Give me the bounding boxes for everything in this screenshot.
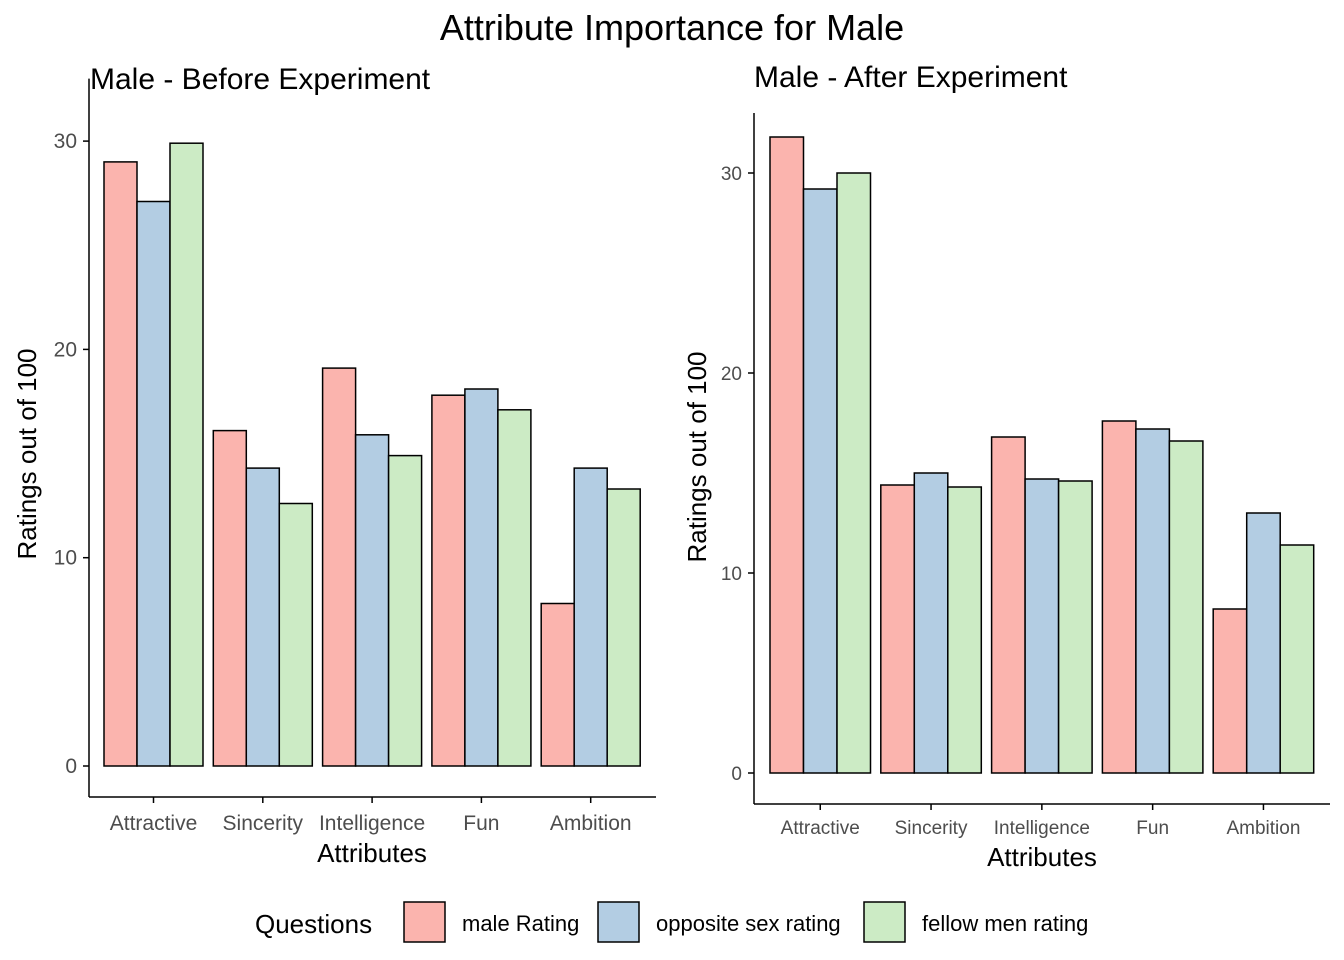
y-tick-label: 30 bbox=[54, 130, 77, 153]
y-tick-label: 30 bbox=[721, 164, 742, 185]
bar-fun-fellow-men-rating bbox=[1168, 440, 1204, 774]
x-tick-label: Fun bbox=[1136, 818, 1169, 839]
legend-key-male-rating bbox=[403, 901, 446, 943]
x-tick-label: Sincerity bbox=[895, 818, 968, 839]
y-axis-title-before: Ratings out of 100 bbox=[12, 348, 42, 559]
legend-label: opposite sex rating bbox=[656, 911, 841, 936]
bar-attractive-male-rating bbox=[103, 161, 138, 767]
x-axis-title-after: Attributes bbox=[987, 842, 1097, 872]
x-ticks-before: Attractive Sincerity Intelligence Fun Ambiti… bbox=[110, 797, 632, 835]
bar-sincerity-male-rating bbox=[880, 484, 916, 774]
bar-attractive-opposite-sex-rating bbox=[802, 188, 838, 774]
legend-title: Questions bbox=[255, 909, 372, 939]
bars-before bbox=[103, 142, 641, 767]
y-tick-label: 20 bbox=[721, 364, 742, 385]
bar-fun-opposite-sex-rating bbox=[1135, 428, 1171, 774]
bar-sincerity-opposite-sex-rating bbox=[913, 472, 949, 774]
bar-ambition-male-rating bbox=[540, 602, 575, 767]
bar-fun-male-rating bbox=[431, 394, 466, 767]
panel-before-experiment: Male - Before Experiment 0 10 20 30 Attract… bbox=[12, 63, 656, 868]
bar-ambition-opposite-sex-rating bbox=[1245, 512, 1281, 774]
bar-intelligence-male-rating bbox=[321, 367, 357, 767]
bar-ambition-fellow-men-rating bbox=[606, 488, 641, 767]
bars-after bbox=[769, 136, 1315, 774]
x-tick-label: Attractive bbox=[781, 818, 860, 839]
bar-intelligence-opposite-sex-rating bbox=[1024, 478, 1060, 774]
y-tick-label: 0 bbox=[65, 755, 77, 778]
x-tick-label: Intelligence bbox=[319, 812, 425, 835]
y-ticks-after: 0 10 20 30 bbox=[721, 164, 754, 785]
bar-fun-fellow-men-rating bbox=[497, 409, 532, 767]
bar-fun-opposite-sex-rating bbox=[464, 388, 499, 767]
y-tick-label: 20 bbox=[54, 338, 77, 361]
y-tick-label: 0 bbox=[731, 764, 742, 785]
legend-items: male Rating opposite sex rating fellow men… bbox=[403, 901, 1088, 943]
y-ticks-before: 0 10 20 30 bbox=[54, 130, 89, 778]
x-tick-label: Ambition bbox=[550, 812, 632, 835]
bar-attractive-fellow-men-rating bbox=[169, 142, 204, 767]
x-tick-label: Attractive bbox=[110, 812, 198, 835]
panel-title-after: Male - After Experiment bbox=[754, 61, 1068, 94]
main-title: Attribute Importance for Male bbox=[440, 7, 904, 48]
legend-label: fellow men rating bbox=[922, 911, 1088, 936]
bar-intelligence-male-rating bbox=[990, 436, 1026, 774]
bar-sincerity-fellow-men-rating bbox=[278, 502, 314, 767]
x-ticks-after: Attractive Sincerity Intelligence Fun Ambiti… bbox=[781, 804, 1300, 839]
bar-ambition-male-rating bbox=[1212, 608, 1248, 774]
bar-ambition-fellow-men-rating bbox=[1279, 544, 1315, 774]
bar-sincerity-male-rating bbox=[212, 429, 248, 767]
panel-title-before: Male - Before Experiment bbox=[90, 63, 431, 96]
legend: Questions male Rating opposite sex rating… bbox=[255, 901, 1088, 943]
x-tick-label: Ambition bbox=[1226, 818, 1300, 839]
legend-key-fellow-men-rating bbox=[863, 901, 906, 943]
x-tick-label: Fun bbox=[463, 812, 499, 835]
x-tick-label: Intelligence bbox=[994, 818, 1090, 839]
bar-attractive-fellow-men-rating bbox=[836, 172, 872, 774]
y-axis-title-after: Ratings out of 100 bbox=[682, 351, 712, 562]
y-tick-label: 10 bbox=[721, 564, 742, 585]
legend-key-opposite-sex-rating bbox=[597, 901, 640, 943]
bar-attractive-male-rating bbox=[769, 136, 805, 774]
bar-sincerity-fellow-men-rating bbox=[947, 486, 983, 774]
x-tick-label: Sincerity bbox=[223, 812, 304, 835]
panel-after-experiment: Male - After Experiment 0 10 20 30 Attracti… bbox=[682, 61, 1330, 872]
bar-intelligence-fellow-men-rating bbox=[387, 454, 423, 767]
bar-ambition-opposite-sex-rating bbox=[573, 467, 608, 767]
bar-intelligence-fellow-men-rating bbox=[1057, 480, 1093, 774]
bar-attractive-opposite-sex-rating bbox=[136, 200, 171, 767]
legend-label: male Rating bbox=[462, 911, 579, 936]
bar-intelligence-opposite-sex-rating bbox=[354, 434, 390, 767]
bar-sincerity-opposite-sex-rating bbox=[245, 467, 281, 767]
x-axis-title-before: Attributes bbox=[317, 838, 427, 868]
y-tick-label: 10 bbox=[54, 547, 77, 570]
bar-fun-male-rating bbox=[1101, 420, 1137, 774]
